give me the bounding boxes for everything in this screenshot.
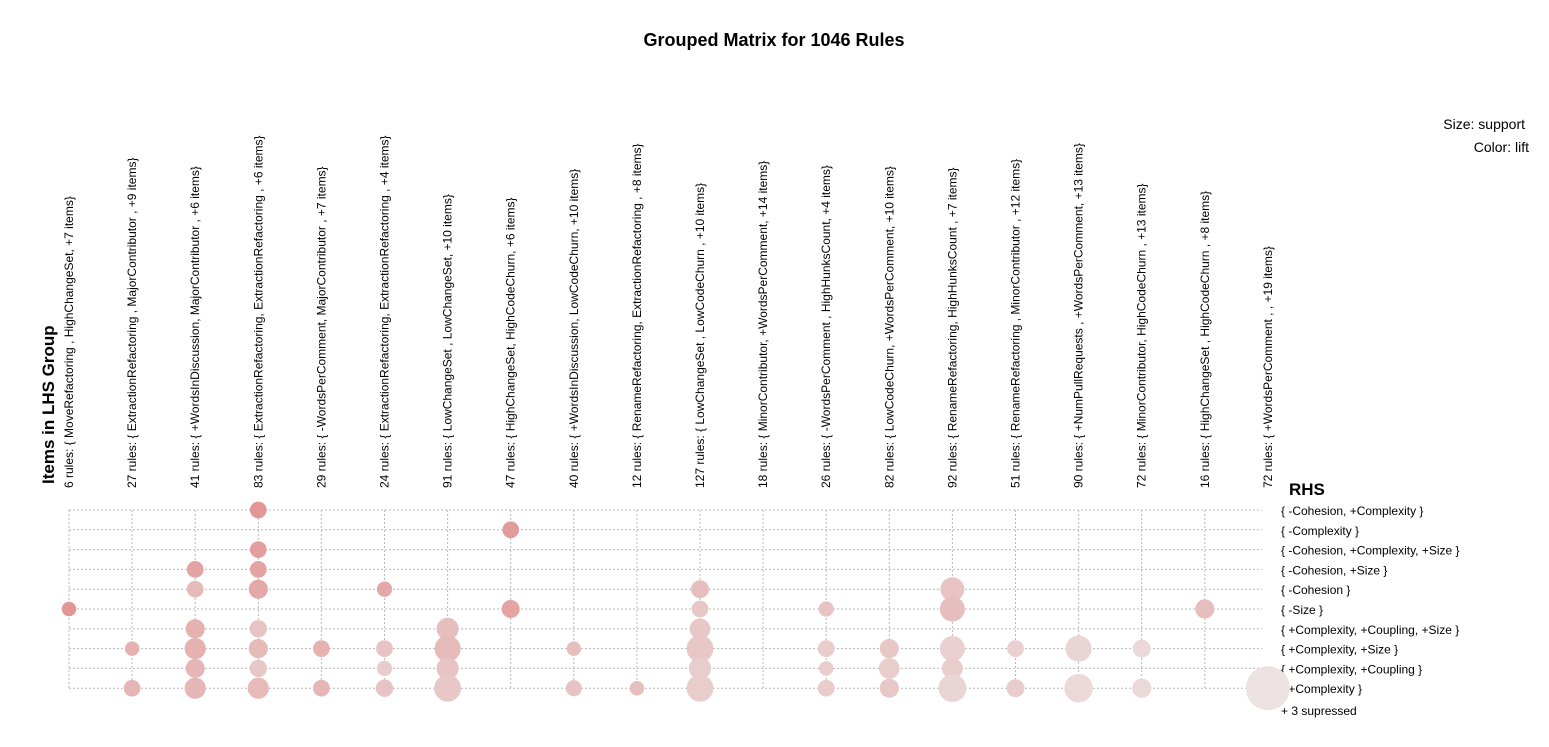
rhs-item-label: { -Cohesion, +Complexity, +Size }	[1281, 544, 1460, 558]
lhs-group-label: 26 rules: { -WordsPerComment , HighHunks…	[819, 165, 833, 488]
y-axis-title: RHS	[1289, 480, 1325, 499]
lhs-group-label: 72 rules: { +WordsPerComment , , +19 ite…	[1261, 246, 1275, 488]
rule-point	[376, 660, 393, 677]
suppressed-note: + 3 supressed	[1281, 704, 1357, 718]
lhs-group-label: 41 rules: { +WordsInDiscussion, MajorCon…	[188, 166, 202, 488]
rule-point	[817, 679, 835, 697]
lhs-group-label: 82 rules: { LowCodeChurn, +WordsPerComme…	[882, 166, 896, 488]
rhs-item-label: { +Complexity, +Size }	[1281, 643, 1398, 657]
rule-point	[375, 679, 394, 697]
rule-point	[688, 657, 712, 680]
rule-point	[436, 657, 459, 680]
rule-point	[249, 541, 267, 558]
rule-point	[1245, 666, 1290, 711]
lhs-group-label: 16 rules: { HighChangeSet , HighCodeChur…	[1198, 191, 1212, 488]
rule-point	[185, 619, 205, 639]
rule-point	[565, 680, 582, 697]
rule-point	[248, 639, 268, 659]
rhs-item-label: { +Complexity, +Coupling, +Size }	[1281, 623, 1459, 637]
rhs-item-label: { -Size }	[1281, 603, 1323, 617]
rule-point	[376, 640, 393, 657]
rhs-item-label: { +Complexity }	[1281, 682, 1362, 696]
rhs-item-labels: { -Cohesion, +Complexity } { -Complexity …	[1281, 504, 1460, 696]
rule-point	[691, 600, 709, 618]
lhs-group-label: 72 rules: { MinorContributor, HighCodeCh…	[1135, 184, 1149, 489]
lhs-group-label: 83 rules: { ExtractionRefactoring, Extra…	[251, 135, 265, 488]
rule-point	[939, 636, 965, 662]
rule-point	[249, 561, 267, 578]
lhs-group-label: 27 rules: { ExtractionRefactoring , Majo…	[125, 158, 139, 489]
rule-point	[186, 580, 204, 598]
legend-color-label: Color: lift	[1474, 139, 1529, 155]
rule-point	[818, 601, 834, 617]
lhs-group-label: 18 rules: { MinorContributor, +WordsPerC…	[756, 161, 770, 488]
rhs-item-label: { -Complexity }	[1281, 524, 1359, 538]
rule-point	[247, 677, 269, 699]
rule-point	[566, 641, 582, 656]
rule-point	[686, 674, 714, 702]
rule-point	[879, 678, 899, 698]
rhs-item-label: { -Cohesion, +Size }	[1281, 563, 1387, 577]
rule-point	[938, 674, 967, 703]
chart-title: Grouped Matrix for 1046 Rules	[643, 30, 904, 50]
rule-point	[942, 658, 963, 679]
legend-size-label: Size: support	[1443, 116, 1525, 132]
rule-point	[689, 618, 711, 640]
rule-point	[436, 617, 459, 640]
rule-point	[817, 640, 835, 657]
rule-point	[184, 677, 206, 699]
lhs-group-label: 127 rules: { LowChangeSet , LowCodeChurn…	[693, 183, 707, 488]
lhs-group-label: 51 rules: { RenameRefactoring , MinorCon…	[1009, 159, 1023, 488]
rule-point	[185, 658, 205, 678]
lhs-group-label: 47 rules: { HighChangeSet, HighCodeChurn…	[504, 197, 518, 488]
lhs-group-label: 6 rules: { MoveRefactoring , HighChangeS…	[62, 196, 76, 488]
grid-lines	[68, 509, 1262, 689]
lhs-group-label: 90 rules: { +NumPullRequests , +WordsPer…	[1072, 143, 1086, 488]
rule-point	[1132, 678, 1152, 698]
rule-point	[879, 639, 899, 659]
rule-point	[686, 635, 714, 663]
rule-point	[376, 581, 393, 597]
lhs-group-labels: 6 rules: { MoveRefactoring , HighChangeS…	[62, 135, 1275, 488]
rule-point	[818, 661, 834, 676]
rule-point	[878, 658, 900, 679]
lhs-group-label: 12 rules: { RenameRefactoring, Extractio…	[630, 143, 644, 488]
rule-point	[940, 577, 965, 602]
rule-point	[248, 579, 268, 599]
rule-point	[690, 580, 710, 599]
rule-point	[249, 501, 267, 519]
rule-point	[1065, 635, 1092, 662]
rule-point	[502, 521, 520, 539]
rule-point	[1195, 599, 1215, 619]
rule-point	[1132, 639, 1151, 658]
lhs-group-label: 24 rules: { ExtractionRefactoring, Extra…	[378, 135, 392, 488]
rule-point	[1007, 640, 1024, 657]
rule-point	[249, 620, 267, 638]
rule-point	[1064, 673, 1093, 703]
rule-point	[629, 680, 645, 696]
rhs-item-label: { -Cohesion, +Complexity }	[1281, 504, 1423, 518]
lhs-group-label: 29 rules: { -WordsPerComment, MajorContr…	[314, 166, 328, 488]
lhs-group-label: 91 rules: { LowChangeSet , LowChangeSet,…	[441, 194, 455, 488]
lhs-group-label: 40 rules: { +WordsInDiscussion, LowCodeC…	[567, 169, 581, 488]
rule-point	[1006, 679, 1025, 698]
rule-points	[61, 501, 1290, 711]
lhs-group-label: 92 rules: { RenameRefactoring, HighHunks…	[945, 167, 959, 488]
rule-point	[124, 641, 140, 656]
rhs-item-label: { +Complexity, +Coupling }	[1281, 662, 1422, 676]
rule-point	[434, 635, 461, 662]
rule-point	[434, 674, 462, 702]
rule-point	[939, 596, 965, 622]
rule-point	[501, 599, 520, 619]
rule-point	[123, 679, 141, 697]
rule-point	[186, 561, 204, 578]
rule-point	[313, 679, 330, 697]
rule-point	[184, 638, 206, 660]
rule-point	[313, 640, 330, 657]
x-axis-title: Items in LHS Group	[39, 325, 58, 484]
rule-point	[61, 601, 77, 617]
rule-point	[249, 659, 267, 678]
rhs-item-label: { -Cohesion }	[1281, 583, 1350, 597]
